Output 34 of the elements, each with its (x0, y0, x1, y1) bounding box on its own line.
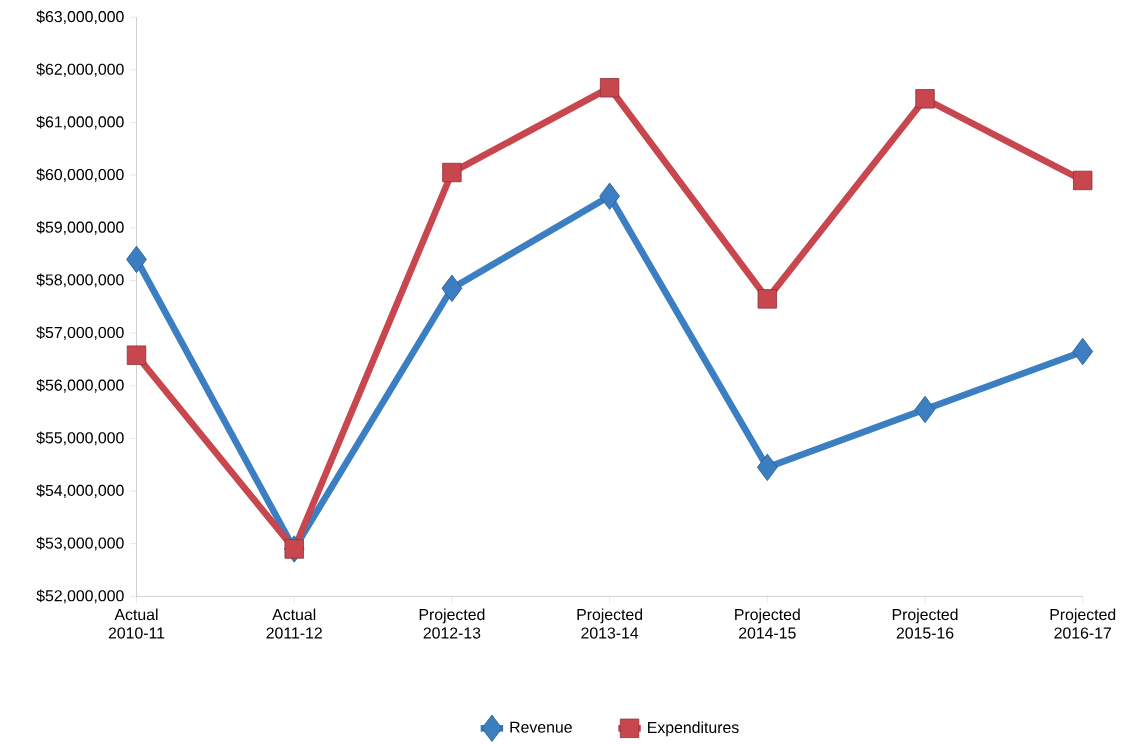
y-tick-label: $52,000,000 (36, 589, 124, 604)
point (126, 345, 147, 365)
y-tick-label: $61,000,000 (36, 115, 124, 130)
point (442, 162, 462, 183)
y-tick-label: $57,000,000 (36, 326, 124, 340)
x-tick-label: Projected 2012-13 (419, 608, 485, 639)
x-tick-label: Projected 2014-15 (735, 608, 800, 639)
point (915, 89, 935, 109)
point (284, 539, 304, 559)
point (914, 395, 936, 423)
point (441, 274, 463, 302)
y-tick-label: $59,000,000 (36, 220, 124, 235)
y-tick-label: $58,000,000 (36, 273, 124, 288)
x-tick-label: Projected 2015-16 (892, 608, 958, 639)
legend-label: Revenue (510, 721, 572, 733)
point (126, 245, 147, 273)
y-tick-label: $53,000,000 (36, 536, 124, 551)
y-tick-label: $62,000,000 (36, 62, 124, 77)
y-tick-label: $60,000,000 (36, 168, 124, 182)
point (756, 453, 778, 481)
point (757, 289, 777, 309)
y-tick-label: $63,000,000 (36, 10, 124, 24)
x-tick-label: Projected 2013-14 (577, 608, 643, 639)
y-tick-label: $55,000,000 (36, 431, 124, 446)
y-tick-label: $56,000,000 (36, 378, 124, 393)
legend-label: Expenditures (648, 721, 739, 737)
x-tick-label: Actual 2011-12 (266, 608, 322, 639)
point (599, 182, 620, 210)
x-tick-label: Projected 2016-17 (1050, 608, 1116, 639)
point (599, 77, 620, 98)
y-tick-label: $54,000,000 (36, 484, 124, 498)
x-tick-label: Actual 2010-11 (108, 608, 165, 639)
point (1073, 170, 1093, 190)
point (1072, 337, 1094, 366)
